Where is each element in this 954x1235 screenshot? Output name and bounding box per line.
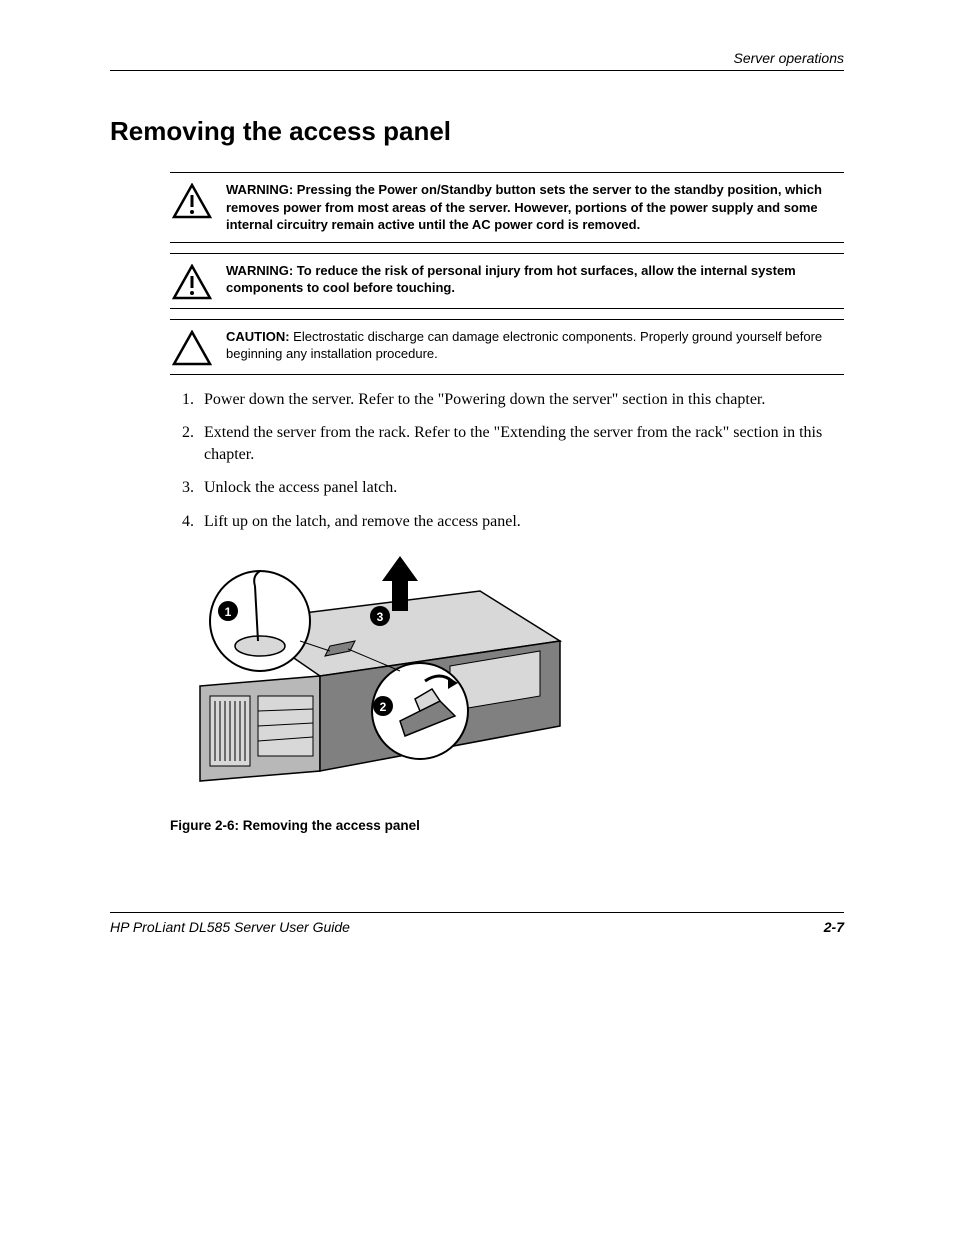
callout-text: CAUTION: Electrostatic discharge can dam… [226, 328, 844, 363]
callout-body: To reduce the risk of personal injury fr… [226, 263, 796, 296]
warning-icon [170, 181, 214, 219]
section-heading: Removing the access panel [110, 116, 844, 147]
figure-caption: Figure 2-6: Removing the access panel [170, 818, 844, 833]
caution-icon [170, 328, 214, 366]
callout-number-2: 2 [380, 700, 387, 714]
callout-label: WARNING: [226, 182, 293, 197]
callout-body: Electrostatic discharge can damage elect… [226, 329, 822, 362]
running-title: Server operations [733, 50, 844, 66]
page-footer: HP ProLiant DL585 Server User Guide 2-7 [110, 912, 844, 935]
warning-icon [170, 262, 214, 300]
step-item: Extend the server from the rack. Refer t… [198, 422, 844, 465]
step-item: Power down the server. Refer to the "Pow… [198, 389, 844, 411]
figure: 1 2 3 Figure 2-6: Removing the access pa… [170, 551, 844, 833]
page-header: Server operations [110, 50, 844, 71]
callout-text: WARNING: Pressing the Power on/Standby b… [226, 181, 844, 234]
callout-label: CAUTION: [226, 329, 290, 344]
callout-number-3: 3 [377, 610, 384, 624]
document-page: Server operations Removing the access pa… [0, 0, 954, 1235]
step-item: Lift up on the latch, and remove the acc… [198, 511, 844, 533]
warning-callout: WARNING: To reduce the risk of personal … [170, 253, 844, 309]
footer-doc-title: HP ProLiant DL585 Server User Guide [110, 919, 350, 935]
callout-text: WARNING: To reduce the risk of personal … [226, 262, 844, 297]
warning-callout: WARNING: Pressing the Power on/Standby b… [170, 172, 844, 243]
callout-number-1: 1 [225, 605, 232, 619]
procedure-steps: Power down the server. Refer to the "Pow… [170, 389, 844, 533]
callout-body: Pressing the Power on/Standby button set… [226, 182, 822, 232]
callout-label: WARNING: [226, 263, 293, 278]
server-diagram: 1 2 3 [170, 551, 580, 801]
footer-page-number: 2-7 [824, 919, 844, 935]
step-item: Unlock the access panel latch. [198, 477, 844, 499]
caution-callout: CAUTION: Electrostatic discharge can dam… [170, 319, 844, 375]
